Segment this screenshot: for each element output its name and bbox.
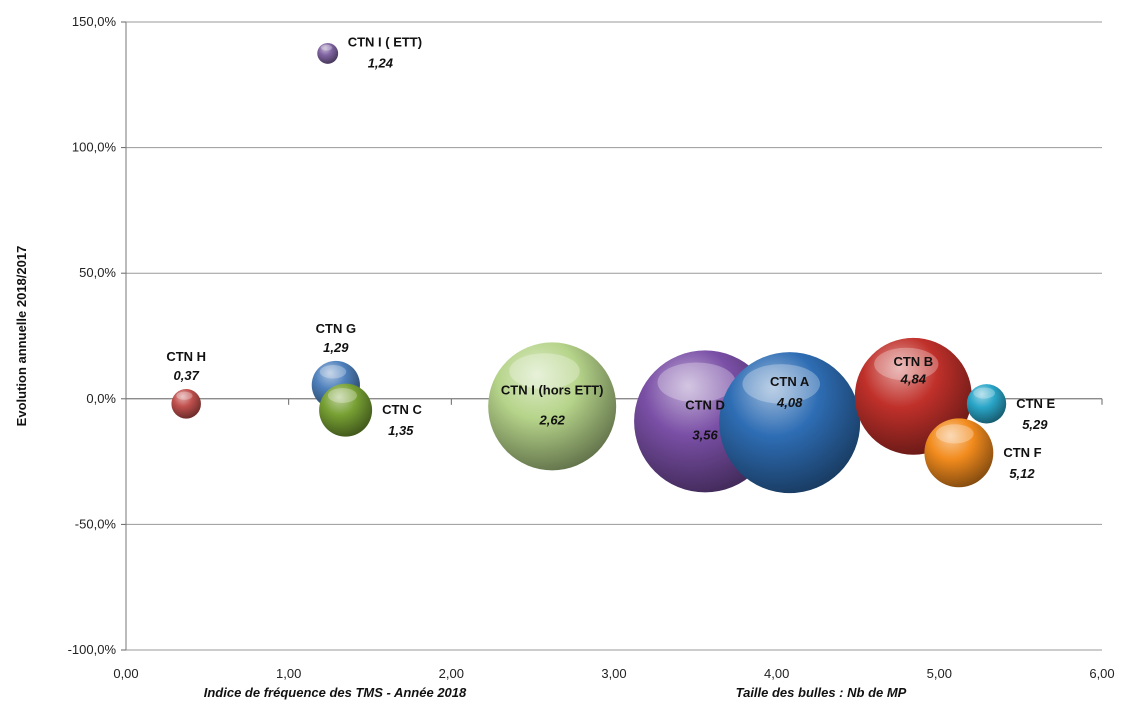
bubble-highlight	[327, 388, 357, 403]
bubble	[924, 418, 994, 488]
bubble-value-label: 5,12	[1009, 466, 1035, 481]
bubble-highlight	[935, 424, 974, 444]
bubble-highlight	[973, 387, 995, 399]
bubbles	[171, 42, 1007, 494]
x-tick-label: 2,00	[439, 666, 464, 681]
bubble-highlight	[509, 353, 580, 390]
bubble-name-label: CTN F	[1003, 445, 1041, 460]
bubble-size-note: Taille des bulles : Nb de MP	[736, 685, 907, 700]
bubble-value-label: 3,56	[692, 427, 718, 442]
bubble-highlight	[320, 44, 333, 51]
y-tick-label: 150,0%	[72, 14, 117, 29]
bubble-name-label: CTN D	[685, 397, 725, 412]
x-axis-title: Indice de fréquence des TMS - Année 2018	[204, 685, 467, 700]
bubble-value-label: 1,35	[388, 423, 414, 438]
grid-lines	[126, 21, 1102, 651]
axes: -100,0% -50,0% 0,0% 50,0% 100,0% 150,0% 0,00 1,…	[68, 14, 1115, 681]
bubble-value-label: 0,37	[174, 368, 200, 383]
x-tick-label: 1,00	[276, 666, 301, 681]
bubble-name-label: CTN B	[893, 354, 933, 369]
x-tick-label: 4,00	[764, 666, 789, 681]
bubble	[488, 342, 617, 471]
bubble-value-label: 1,29	[323, 340, 349, 355]
bubble-name-label: CTN I (hors ETT)	[501, 382, 604, 397]
bubble-highlight	[874, 347, 939, 381]
x-tick-label: 6,00	[1089, 666, 1114, 681]
bubble-name-label: CTN A	[770, 374, 810, 389]
y-tick-label: 0,0%	[86, 391, 116, 406]
y-tick-label: 50,0%	[79, 265, 116, 280]
bubble-highlight	[657, 362, 736, 403]
bubble-labels: CTN H 0,37 CTN I ( ETT) 1,24 CTN G 1,29 CTN C 1…	[166, 34, 1055, 480]
bubble-name-label: CTN E	[1016, 396, 1055, 411]
bubble-value-label: 1,24	[368, 55, 394, 70]
bubble-name-label: CTN C	[382, 402, 422, 417]
bubble-value-label: 2,62	[539, 412, 566, 427]
bubble-highlight	[176, 391, 193, 400]
bubble-value-label: 5,29	[1022, 417, 1048, 432]
bubble-value-label: 4,08	[776, 395, 803, 410]
y-tick-label: -50,0%	[75, 516, 117, 531]
y-tick-label: -100,0%	[68, 642, 117, 657]
y-axis-title: Evolution annuelle 2018/2017	[14, 246, 29, 427]
bubble	[966, 384, 1007, 424]
bubble	[319, 383, 373, 437]
bubble-name-label: CTN I ( ETT)	[348, 34, 422, 49]
bubble-highlight	[319, 364, 347, 379]
bubble	[317, 42, 339, 64]
x-tick-label: 3,00	[601, 666, 626, 681]
bubble-value-label: 4,84	[900, 371, 927, 386]
bubble-name-label: CTN H	[166, 349, 206, 364]
bubble	[171, 389, 201, 419]
y-tick-label: 100,0%	[72, 140, 117, 155]
x-tick-label: 0,00	[113, 666, 138, 681]
bubble	[719, 352, 861, 494]
bubble-highlight	[742, 364, 820, 404]
x-tick-label: 5,00	[927, 666, 952, 681]
bubble-name-label: CTN G	[316, 321, 356, 336]
